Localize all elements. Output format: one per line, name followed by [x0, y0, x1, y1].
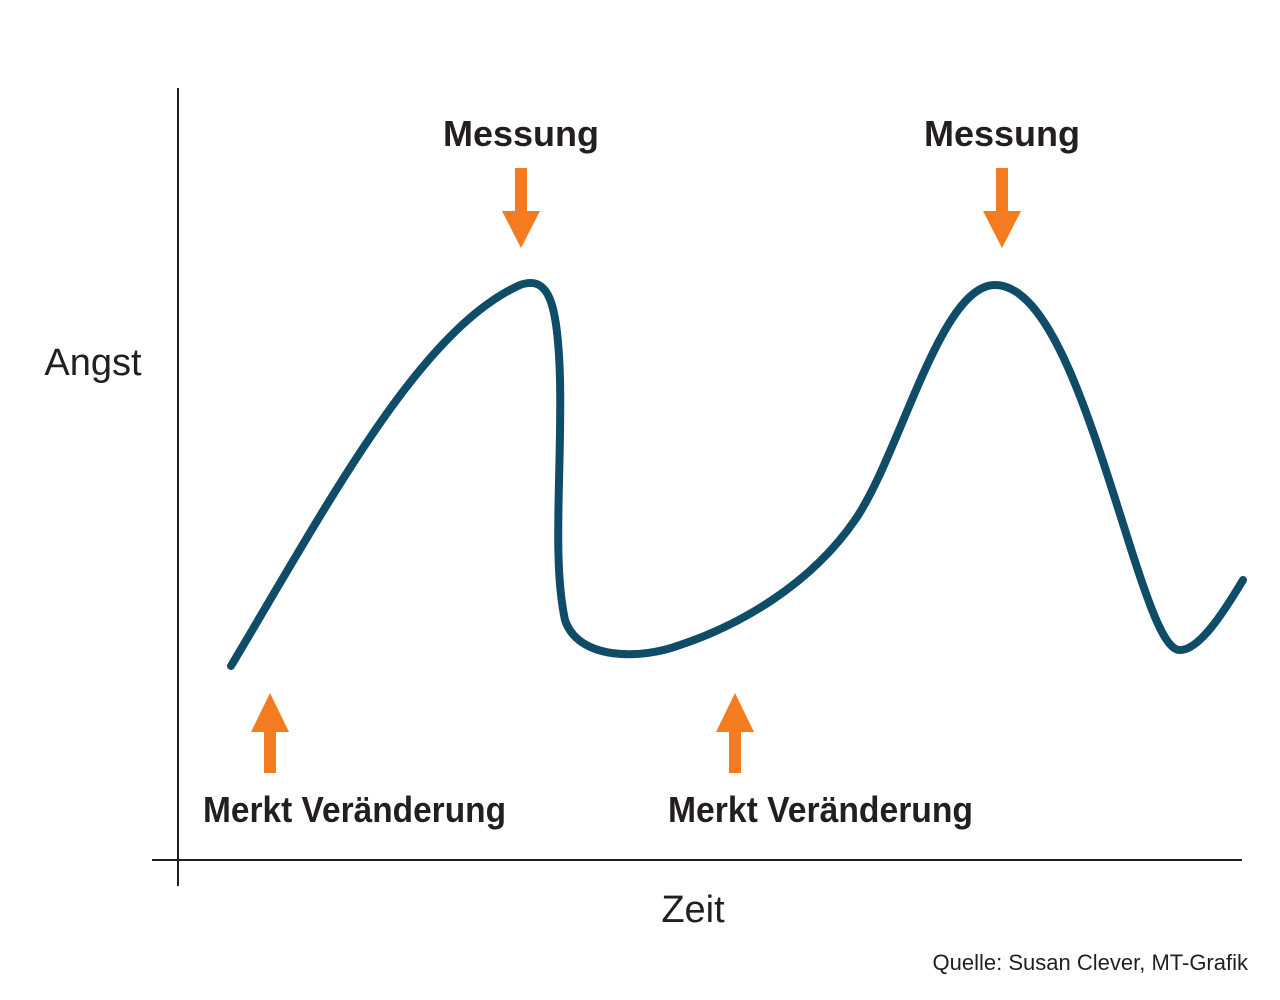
x-axis-label: Zeit: [661, 889, 725, 931]
y-axis-label: Angst: [44, 342, 142, 384]
change-label-2: Merkt Veränderung: [668, 789, 973, 830]
change-label-1: Merkt Veränderung: [203, 789, 506, 830]
anxiety-curve: [227, 279, 1247, 670]
measurement-label-1: Messung: [443, 113, 599, 154]
change-arrow-2: [716, 693, 754, 773]
measurement-arrow-2: [983, 168, 1021, 248]
measurement-arrow-1: [502, 168, 540, 248]
source-credit: Quelle: Susan Clever, MT-Grafik: [933, 950, 1249, 975]
measurement-label-2: Messung: [924, 113, 1080, 154]
change-arrow-1: [251, 693, 289, 773]
